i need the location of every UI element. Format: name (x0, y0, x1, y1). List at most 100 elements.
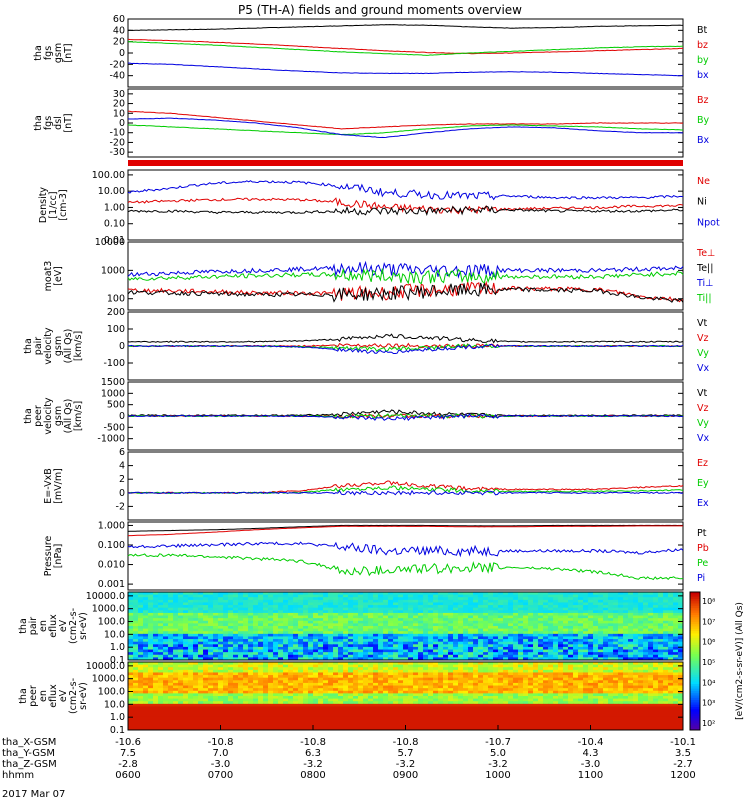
heatmap-cell (538, 599, 544, 603)
heatmap-cell (518, 615, 524, 619)
heatmap-cell (138, 602, 144, 606)
heatmap-cell (558, 669, 564, 673)
heatmap-cell (413, 605, 419, 609)
heatmap-cell (308, 677, 314, 681)
heatmap-cell (233, 641, 239, 645)
heatmap-cell (338, 680, 344, 684)
heatmap-cell (618, 646, 624, 651)
heatmap-cell (213, 639, 219, 643)
heatmap-cell (438, 615, 444, 619)
heatmap-cell (663, 628, 669, 632)
heatmap-cell (263, 620, 269, 624)
heatmap-cell (208, 696, 214, 700)
y-tick-label: -2 (116, 501, 125, 512)
heatmap-cell (278, 703, 284, 707)
heatmap-cell (613, 685, 619, 689)
heatmap-cell (548, 646, 554, 651)
heatmap-cell (498, 610, 504, 614)
heatmap-cell (268, 605, 274, 609)
heatmap-cell (348, 597, 354, 601)
heatmap-cell (628, 698, 634, 702)
heatmap-cell (438, 664, 444, 668)
heatmap-cell (263, 675, 269, 679)
heatmap-cell (258, 618, 264, 622)
heatmap-cell (478, 615, 484, 619)
heatmap-cell (233, 677, 239, 681)
heatmap-cell (243, 631, 249, 635)
heatmap-cell (268, 597, 274, 601)
heatmap-cell (313, 696, 319, 700)
heatmap-cell (158, 677, 164, 681)
heatmap-cell (288, 641, 294, 645)
heatmap-cell (468, 612, 474, 617)
heatmap-cell (148, 628, 154, 632)
heatmap-cell (128, 610, 134, 614)
heatmap-cell (463, 612, 469, 617)
heatmap-cell (243, 602, 249, 606)
heatmap-cell (183, 599, 189, 603)
heatmap-cell (353, 649, 359, 653)
heatmap-cell (468, 636, 474, 640)
heatmap-cell (533, 615, 539, 619)
heatmap-cell (433, 641, 439, 645)
heatmap-cell (653, 696, 659, 700)
heatmap-cell (618, 652, 624, 656)
heatmap-cell (613, 693, 619, 697)
heatmap-cell (273, 652, 279, 656)
heatmap-cell (348, 641, 354, 645)
heatmap-cell (588, 688, 594, 692)
heatmap-cell (203, 672, 209, 676)
heatmap-cell (138, 693, 144, 697)
heatmap-cell (223, 602, 229, 606)
heatmap-cell (618, 599, 624, 603)
heatmap-cell (313, 701, 319, 705)
heatmap-cell (663, 675, 669, 679)
heatmap-cell (668, 675, 674, 679)
heatmap-cell (448, 669, 454, 673)
heatmap-cell (248, 612, 254, 617)
heatmap-cell (213, 636, 219, 640)
heatmap-cell (198, 703, 204, 707)
heatmap-cell (233, 669, 239, 673)
heatmap-cell (353, 701, 359, 705)
heatmap-cell (648, 618, 654, 622)
heatmap-cell (428, 594, 434, 598)
heatmap-cell (513, 597, 519, 601)
heatmap-cell (493, 662, 499, 666)
heatmap-cell (253, 701, 259, 705)
heatmap-cell (153, 592, 159, 596)
heatmap-cell (563, 654, 569, 658)
heatmap-cell (233, 605, 239, 609)
heatmap-cell (233, 633, 239, 637)
heatmap-cell (428, 639, 434, 643)
heatmap-cell (213, 685, 219, 689)
heatmap-cell (603, 667, 609, 671)
heatmap-cell (378, 602, 384, 606)
heatmap-cell (428, 631, 434, 635)
heatmap-cell (633, 641, 639, 645)
heatmap-cell (278, 623, 284, 627)
heatmap-cell (543, 626, 549, 630)
heatmap-cell (573, 667, 579, 671)
heatmap-cell (503, 607, 509, 611)
heatmap-cell (468, 677, 474, 681)
heatmap-cell (603, 657, 609, 661)
heatmap-cell (628, 644, 634, 648)
heatmap-cell (578, 605, 584, 609)
heatmap-cell (433, 615, 439, 619)
heatmap-cell (673, 701, 679, 705)
heatmap-cell (603, 685, 609, 689)
heatmap-cell (643, 626, 649, 630)
heatmap-cell (468, 682, 474, 687)
heatmap-cell (613, 605, 619, 609)
y-axis-label: tha (23, 338, 34, 354)
heatmap-cell (503, 639, 509, 643)
heatmap-cell (153, 701, 159, 705)
heatmap-cell (508, 610, 514, 614)
legend-label: Pt (697, 528, 707, 539)
heatmap-cell (183, 685, 189, 689)
heatmap-cell (463, 657, 469, 661)
heatmap-cell (548, 615, 554, 619)
y-tick-label: 0.10 (104, 219, 125, 230)
